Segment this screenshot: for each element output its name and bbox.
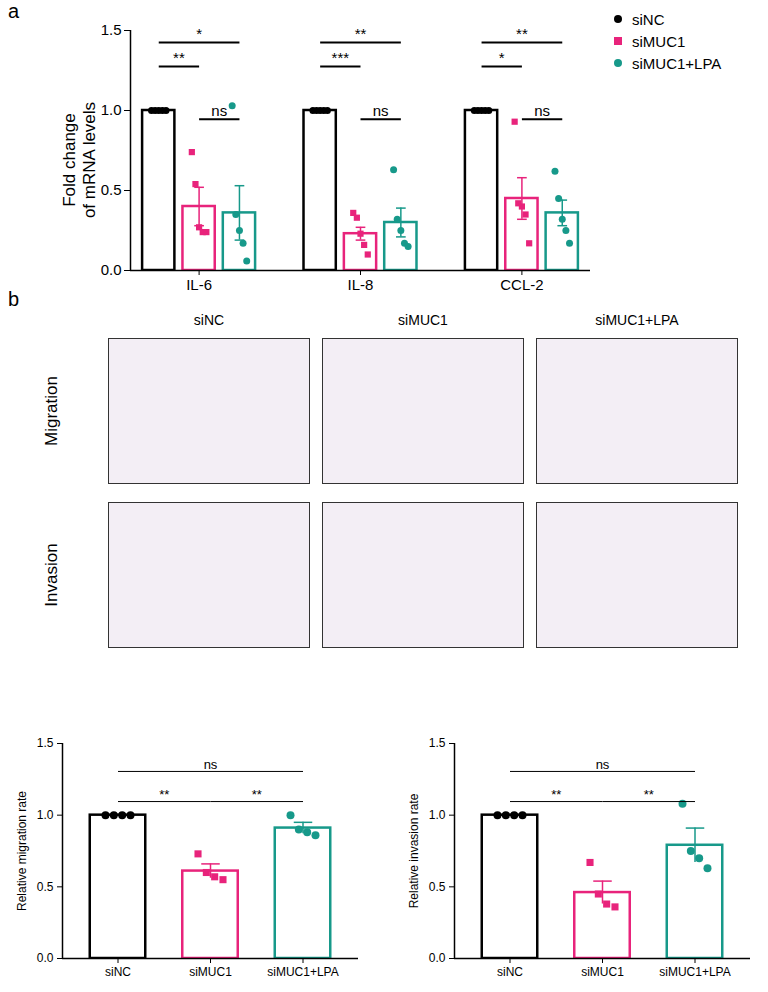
- html-text:a: a: [8, 0, 20, 22]
- svg-text:**: **: [159, 787, 169, 802]
- svg-text:0.5: 0.5: [101, 181, 122, 198]
- svg-text:siMUC1+LPA: siMUC1+LPA: [659, 965, 730, 979]
- svg-text:**: **: [173, 49, 185, 66]
- html-text:siMUC1: siMUC1: [398, 312, 448, 328]
- svg-text:**: **: [252, 787, 262, 802]
- svg-text:ns: ns: [596, 757, 610, 772]
- svg-text:siMUC1: siMUC1: [189, 965, 232, 979]
- svg-text:1.5: 1.5: [37, 736, 54, 750]
- html-text:siNC: siNC: [193, 312, 225, 328]
- svg-text:siNC: siNC: [105, 965, 131, 979]
- svg-text:0.5: 0.5: [429, 880, 446, 894]
- svg-text:ns: ns: [211, 102, 227, 119]
- svg-text:0.5: 0.5: [37, 880, 54, 894]
- svg-text:siMUC1+LPA: siMUC1+LPA: [267, 965, 338, 979]
- html-text:Invasion: Invasion: [42, 543, 61, 607]
- svg-text:1.5: 1.5: [429, 736, 446, 750]
- svg-text:siNC: siNC: [497, 965, 523, 979]
- svg-text:ns: ns: [534, 102, 550, 119]
- html-text:siMUC1+LPA: siMUC1+LPA: [595, 312, 679, 328]
- html-text:Migration: Migration: [42, 376, 61, 446]
- svg-text:Relative migration rate: Relative migration rate: [15, 791, 29, 911]
- svg-text:**: **: [644, 787, 654, 802]
- svg-text:*: *: [196, 25, 202, 42]
- svg-text:**: **: [355, 25, 367, 42]
- svg-text:0.0: 0.0: [37, 951, 54, 965]
- svg-text:ns: ns: [373, 102, 389, 119]
- svg-text:1.5: 1.5: [101, 21, 122, 38]
- svg-text:IL-8: IL-8: [348, 276, 374, 293]
- svg-text:1.0: 1.0: [429, 808, 446, 822]
- svg-text:**: **: [551, 787, 561, 802]
- html-text:siMUC1+LPA: siMUC1+LPA: [632, 54, 722, 72]
- svg-text:CCL-2: CCL-2: [500, 276, 543, 293]
- html-text:siNC: siNC: [632, 10, 665, 28]
- svg-text:Relative invasion rate: Relative invasion rate: [407, 793, 421, 908]
- svg-text:***: ***: [332, 49, 350, 66]
- svg-text:0.0: 0.0: [429, 951, 446, 965]
- svg-text:siMUC1: siMUC1: [581, 965, 624, 979]
- svg-text:IL-6: IL-6: [186, 276, 212, 293]
- html-text:siMUC1: siMUC1: [632, 32, 686, 50]
- svg-text:**: **: [516, 25, 528, 42]
- svg-text:1.0: 1.0: [101, 101, 122, 118]
- html-text:Fold change of mRNA levels: Fold change of mRNA levels: [60, 101, 99, 219]
- html-text:b: b: [8, 288, 20, 310]
- svg-text:0.0: 0.0: [101, 261, 122, 278]
- svg-text:1.0: 1.0: [37, 808, 54, 822]
- svg-text:*: *: [499, 49, 505, 66]
- svg-text:ns: ns: [204, 757, 218, 772]
